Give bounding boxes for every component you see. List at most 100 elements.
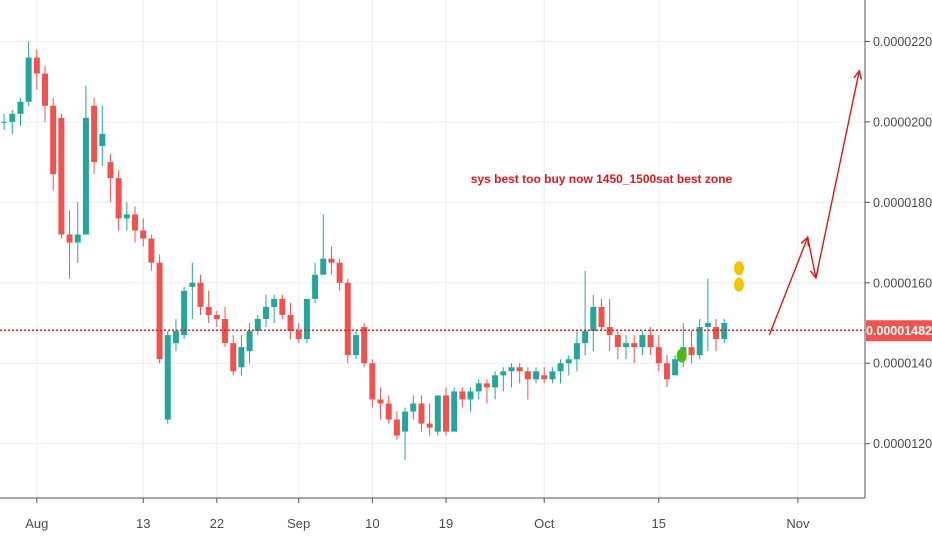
arrowhead-2 (809, 269, 819, 280)
candle (287, 302, 294, 340)
candle-body (25, 57, 32, 102)
candle (688, 331, 695, 364)
candle (410, 395, 417, 420)
candle-body (508, 367, 515, 372)
candle (328, 246, 335, 275)
candle-body (655, 347, 662, 364)
candle (107, 154, 114, 203)
candle-body (189, 282, 196, 287)
candle (565, 355, 572, 376)
candle-body (492, 375, 499, 388)
candle (1, 113, 8, 130)
candle-body (606, 327, 613, 336)
x-tick-label: 13 (136, 516, 150, 531)
candle (541, 367, 548, 384)
candle (663, 355, 670, 388)
candle (25, 41, 32, 106)
candle (393, 411, 400, 440)
candle (402, 407, 409, 460)
candle-body (639, 335, 646, 348)
candle (475, 379, 482, 400)
candle (443, 387, 450, 436)
candle (385, 395, 392, 424)
candle-body (475, 383, 482, 392)
x-tick-label: Aug (25, 516, 48, 531)
candle-body (614, 335, 621, 348)
grid (0, 0, 865, 498)
candle (238, 335, 245, 376)
candle (459, 387, 466, 408)
candle (246, 323, 253, 364)
candle-body (663, 363, 670, 380)
x-tick-label: Oct (534, 516, 555, 531)
candle-body (164, 335, 171, 420)
candle (344, 278, 351, 364)
candle-body (426, 423, 433, 428)
candle-body (279, 298, 286, 315)
yellow-dot-marker (733, 277, 744, 292)
projection-path[interactable] (768, 70, 860, 336)
candle (352, 331, 359, 360)
annotations: sys best too buy now 1450_1500sat best z… (0, 69, 865, 363)
candle-body (336, 262, 343, 283)
candle (704, 278, 711, 352)
candle (492, 371, 499, 400)
candle-body (1, 121, 8, 123)
candle-body (230, 343, 237, 372)
time-axis[interactable]: Aug 13 22 Sep 10 19 Oct 15 Nov (25, 498, 810, 531)
candle (377, 387, 384, 420)
candle (156, 254, 163, 364)
candle-body (17, 101, 24, 114)
candle (295, 323, 302, 344)
candle-body (9, 113, 16, 122)
candle-body (573, 343, 580, 360)
candle-body (107, 162, 114, 179)
annotation-text[interactable]: sys best too buy now 1450_1500sat best z… (471, 172, 733, 186)
candle (222, 306, 229, 348)
candle (721, 318, 728, 344)
candle (140, 218, 147, 247)
candle (115, 170, 122, 231)
candle (557, 359, 564, 384)
candle-body (156, 262, 163, 360)
candle-body (557, 363, 564, 372)
candle-body (385, 403, 392, 420)
candle (639, 331, 646, 356)
candle-body (418, 403, 425, 424)
candle (303, 298, 310, 344)
candle (172, 318, 179, 352)
candle (50, 97, 57, 191)
candle (467, 387, 474, 412)
candle-body (516, 367, 523, 372)
candle (181, 286, 188, 340)
candle-body (361, 327, 368, 364)
candle-body (524, 371, 531, 380)
candle (336, 258, 343, 291)
candle-body (443, 395, 450, 432)
candle-body (598, 306, 605, 328)
candle-body (721, 323, 728, 340)
candle-body (82, 117, 89, 235)
last-price-text: 0.00001482 (866, 324, 932, 338)
candle-body (713, 327, 720, 340)
y-tick-label: 0.00002200 (873, 35, 932, 49)
candle (573, 331, 580, 372)
arrowhead-1 (800, 235, 810, 247)
candle (33, 49, 40, 90)
candle-body (213, 314, 220, 319)
candle (434, 395, 441, 436)
candle-body (672, 359, 679, 376)
candle (197, 274, 204, 315)
candle-body (623, 343, 630, 348)
candle-body (140, 230, 147, 239)
candle-body (254, 318, 261, 332)
candle (549, 367, 556, 384)
candle (426, 403, 433, 436)
candle-body (352, 335, 359, 356)
candle-body (320, 258, 327, 275)
candle (213, 310, 220, 328)
candle (320, 214, 327, 275)
